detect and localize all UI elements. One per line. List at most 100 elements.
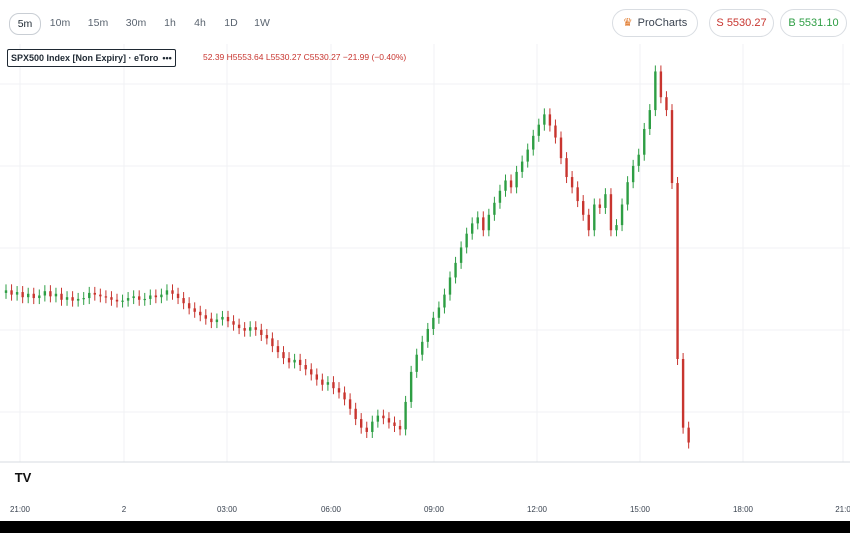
candle-body [565,158,568,178]
candle-body [237,324,241,329]
candle-body [32,293,35,299]
candle-body [326,382,330,385]
candle-body [437,307,441,318]
candle-body [165,290,169,295]
candle-body [593,204,596,231]
candle-body [176,293,180,299]
timeframe-1w[interactable]: 1W [254,17,270,29]
ohlc-readout: 52.39 H5553.64 L5530.27 C5530.27 −21.99 … [203,52,407,62]
candle-body [643,128,646,155]
procharts-button[interactable]: ♛ ProCharts [612,9,698,37]
candle-body [426,328,429,342]
candle-body [110,297,113,300]
candle-body [687,427,690,443]
candle-body [520,161,524,172]
timeframe-1d[interactable]: 1D [224,17,238,29]
candle-body [432,317,435,329]
candle-body [471,223,474,234]
candle-body [409,371,413,402]
candle-body [71,297,74,301]
price-chart[interactable]: 21:00 2 03:00 06:00 09:00 12:00 15:00 18:00 21:0 [0,44,850,522]
candle-body [404,401,407,430]
candle-body [354,408,357,420]
candle-body [132,296,135,299]
candle-body [4,290,8,293]
timeframe-10m[interactable]: 10m [49,17,71,29]
candle-body [265,334,269,339]
candle-body [143,298,146,301]
candle-body [360,419,363,428]
candle-body [482,217,485,231]
candle-body [626,182,629,205]
candle-body [271,338,274,347]
timeframe-15m[interactable]: 15m [87,17,109,29]
candle-body [393,422,396,426]
candle-body [15,292,19,295]
candle-body [27,293,30,298]
candle-body [421,341,424,355]
candle-body [43,291,47,296]
candle-body [93,292,96,295]
candle-body [343,392,346,400]
x-axis-tick-label: 18:00 [733,505,754,514]
buy-button[interactable]: B 5531.10 [780,9,847,37]
x-axis-tick-label: 06:00 [321,505,342,514]
candle-body [254,327,257,330]
candle-body [232,321,235,325]
candle-body [459,247,463,263]
procharts-label: ProCharts [637,17,688,29]
candle-body [648,110,651,129]
timeframe-5m[interactable]: 5m [9,13,41,35]
candle-body [99,294,102,297]
candle-body [576,187,579,202]
candle-body [21,292,24,298]
candle-body [215,319,219,323]
x-axis-tick-label: 15:00 [630,505,651,514]
candle-body [498,190,502,203]
candle-body [509,180,513,188]
timeframe-30m[interactable]: 30m [125,17,147,29]
candle-body [249,327,252,331]
candle-body [582,201,585,215]
timeframe-1h[interactable]: 1h [164,17,176,29]
sell-button[interactable]: S 5530.27 [709,9,774,37]
candle-body [559,137,563,159]
candle-body [104,296,108,298]
candle-body [543,114,546,125]
instrument-name[interactable]: SPX500 Index [Non Expiry] · eToro ••• [7,49,176,67]
candle-body [337,388,341,393]
candle-body [493,202,496,215]
candle-body [676,183,679,359]
x-axis-tick-label: 09:00 [424,505,445,514]
candle-body [659,71,663,98]
x-axis-tick-label: 21:00 [10,505,31,514]
more-icon[interactable]: ••• [162,53,172,63]
candle-body [293,359,296,363]
candle-body [287,358,291,363]
candle-body [526,149,529,162]
candle-body [121,300,124,302]
candle-body [221,316,224,320]
candle-body [570,177,574,188]
candle-body [415,354,418,372]
candle-body [126,298,130,301]
candle-body [88,292,91,299]
candle-body [310,369,313,375]
candle-body [193,308,196,312]
candle-body [199,311,202,316]
candle-body [115,299,119,302]
instrument-label: SPX500 Index [Non Expiry] · eToro [11,53,159,63]
candle-body [60,293,63,300]
candle-body [49,291,52,297]
candle-body [598,204,602,208]
candle-body [487,214,491,231]
x-axis-tick-label: 03:00 [217,505,238,514]
candle-body [348,399,352,409]
timeframe-4h[interactable]: 4h [194,17,206,29]
candle-body [665,97,668,111]
candle-body [82,298,85,300]
candle-body [226,316,230,322]
candle-body [321,379,324,385]
candle-body [454,262,457,278]
candle-body [532,135,535,150]
